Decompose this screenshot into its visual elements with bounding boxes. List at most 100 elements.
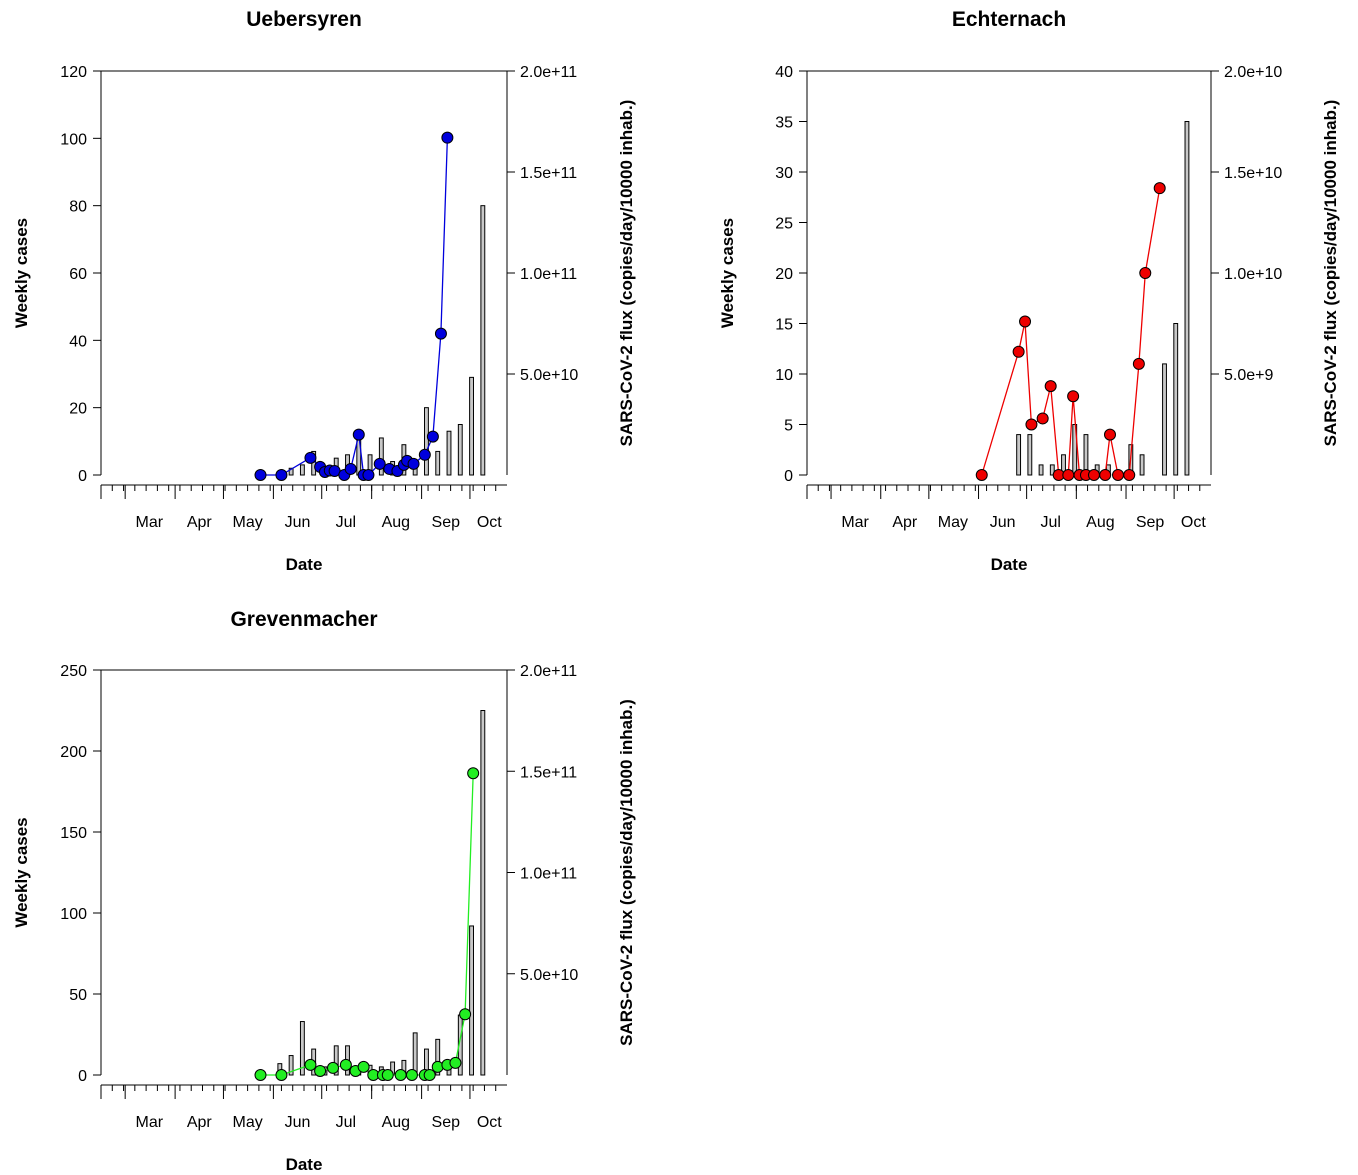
flux-data-point (314, 1064, 327, 1077)
flux-data-point (1036, 412, 1049, 425)
x-tick-label: Apr (187, 514, 213, 531)
flux-data-point (418, 448, 431, 461)
weekly-cases-bar (1083, 434, 1089, 476)
x-tick-label: May (232, 1114, 262, 1131)
y2-tick-label: 5.0e+10 (520, 967, 578, 984)
flux-data-point (1112, 469, 1125, 481)
flux-data-point (1104, 428, 1116, 441)
weekly-cases-bar (469, 925, 474, 1076)
x-tick-label: Oct (477, 514, 502, 531)
y-tick-label: 15 (775, 317, 793, 334)
flux-data-point (1019, 315, 1032, 328)
weekly-cases-bar (288, 1055, 294, 1076)
flux-series-line (981, 188, 1161, 476)
weekly-cases-bar (299, 1021, 305, 1076)
x-tick-label: Sep (432, 514, 461, 531)
x-axis-label: Date (286, 555, 323, 574)
y-axis-label: Weekly cases (12, 218, 31, 328)
weekly-cases-bar (469, 376, 474, 476)
x-tick-label: Aug (1086, 514, 1114, 531)
chart-title: Uebersyren (246, 8, 362, 31)
chart-panel-2: Echternach 0 5 10 15 20 25 30 35 40 5.0e+9 1.0e+10 1… (718, 8, 1340, 574)
y2-tick-label: 2.0e+11 (520, 663, 577, 680)
x-tick-label: Sep (1136, 514, 1165, 531)
weekly-cases-bar (424, 407, 429, 476)
y2-tick-label: 1.0e+10 (1224, 266, 1282, 283)
weekly-cases-bar (1027, 434, 1033, 476)
x-tick-label: Aug (382, 1114, 410, 1131)
y2-tick-label: 5.0e+10 (520, 367, 578, 384)
weekly-cases-bar (1016, 434, 1022, 476)
x-tick-label: Mar (136, 1114, 164, 1131)
flux-data-point (405, 1069, 418, 1081)
x-axis-label: Date (286, 1155, 323, 1174)
x-tick-label: Jun (990, 514, 1016, 531)
y2-axis-label: SARS-CoV-2 flux (copies/day/10000 inhab.… (1321, 100, 1340, 447)
flux-data-point (304, 1058, 317, 1071)
y2-axis-label: SARS-CoV-2 flux (copies/day/10000 inhab.… (617, 699, 636, 1046)
x-tick-label: Jul (1040, 514, 1060, 531)
x-tick-label: Aug (382, 514, 410, 531)
weekly-cases-bar (412, 1032, 418, 1076)
flux-data-point (254, 469, 267, 481)
y2-tick-label: 1.0e+11 (520, 266, 577, 283)
flux-data-point (381, 1069, 394, 1081)
y2-tick-label: 1.5e+11 (520, 764, 577, 781)
x-tick-label: Mar (136, 514, 164, 531)
y2-tick-label: 1.0e+11 (520, 866, 577, 883)
y-tick-label: 0 (78, 1068, 87, 1085)
flux-data-point (975, 469, 988, 481)
weekly-cases-bar (435, 450, 441, 476)
y-tick-label: 0 (784, 468, 793, 485)
y2-tick-label: 2.0e+10 (1224, 64, 1282, 81)
weekly-cases-bar (1173, 323, 1179, 476)
x-tick-label: Sep (432, 1114, 461, 1131)
x-tick-label: Apr (187, 1114, 213, 1131)
x-tick-label: Jun (285, 514, 311, 531)
x-tick-label: Apr (892, 514, 918, 531)
y2-tick-label: 1.5e+11 (520, 165, 577, 182)
x-tick-label: Jul (336, 514, 356, 531)
y2-tick-label: 1.5e+10 (1224, 165, 1282, 182)
y-tick-label: 40 (69, 333, 87, 350)
flux-data-point (1067, 390, 1080, 403)
weekly-cases-bar (333, 1045, 339, 1076)
flux-data-point (1099, 469, 1112, 481)
flux-data-point (459, 1008, 472, 1021)
flux-data-point (423, 1069, 436, 1081)
flux-data-point (1139, 267, 1152, 279)
y-tick-label: 20 (775, 266, 793, 283)
weekly-cases-bar (1162, 363, 1167, 476)
flux-data-point (373, 457, 386, 470)
weekly-cases-bar (1049, 464, 1055, 476)
flux-data-point (1012, 345, 1025, 358)
y-tick-label: 60 (69, 266, 87, 283)
y-tick-label: 150 (60, 825, 87, 842)
y-tick-label: 250 (60, 663, 87, 680)
flux-data-point (362, 469, 375, 481)
y-tick-label: 200 (60, 744, 87, 761)
y-tick-label: 120 (60, 64, 87, 81)
y-tick-label: 35 (775, 115, 793, 132)
flux-data-point (1044, 380, 1057, 393)
flux-data-point (1153, 182, 1166, 195)
flux-data-point (394, 1069, 407, 1081)
x-tick-label: Jul (336, 1114, 356, 1131)
x-tick-label: Jun (285, 1114, 311, 1131)
flux-data-point (431, 1060, 444, 1073)
y-tick-label: 100 (60, 906, 87, 923)
chart-title: Grevenmacher (230, 608, 377, 631)
flux-data-point (1087, 469, 1100, 481)
flux-data-point (1025, 418, 1038, 431)
weekly-cases-bar (288, 467, 294, 476)
weekly-cases-bar (446, 430, 452, 476)
y2-tick-label: 5.0e+9 (1224, 367, 1273, 384)
flux-data-point (275, 1069, 288, 1081)
y-tick-label: 80 (69, 199, 87, 216)
flux-data-point (275, 469, 288, 481)
x-tick-label: Oct (1181, 514, 1206, 531)
weekly-cases-bar (435, 1038, 441, 1076)
flux-data-point (426, 430, 439, 443)
chart-title: Echternach (952, 8, 1066, 31)
